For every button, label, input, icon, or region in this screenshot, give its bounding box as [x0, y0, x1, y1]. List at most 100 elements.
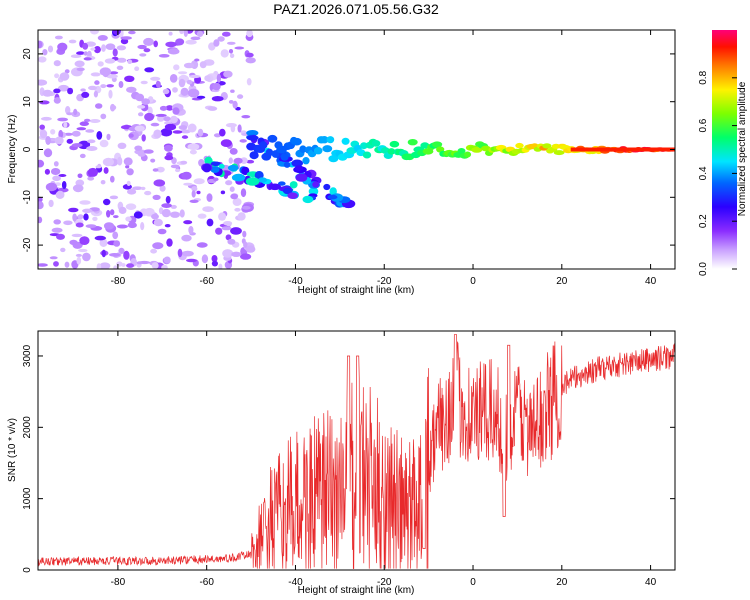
noise-cell-441: [151, 262, 159, 269]
noise-cell-434: [128, 30, 136, 35]
noise-cell-201: [172, 87, 178, 93]
branch-cell-589: [246, 135, 259, 141]
noise-cell-508: [39, 124, 45, 130]
noise-cell-176: [103, 198, 111, 206]
noise-cell-344: [106, 210, 111, 218]
noise-cell-278: [93, 46, 101, 54]
noise-cell-181: [48, 199, 54, 208]
noise-cell-31: [118, 247, 125, 254]
noise-cell-165: [140, 80, 148, 85]
noise-cell-164: [90, 72, 101, 77]
noise-cell-359: [180, 87, 189, 96]
noise-cell-491: [178, 125, 188, 130]
spectrogram-panel: -80 -60 -40 -20 0 20 40 -20 -10 0 10 20 Height of …: [7, 29, 676, 296]
noise-cell-116: [229, 53, 235, 59]
noise-cell-287: [60, 247, 66, 253]
noise-cell-318: [38, 201, 44, 210]
noise-cell-439: [170, 211, 180, 218]
noise-cell-61: [211, 255, 218, 263]
tone-cell-701: [553, 150, 565, 156]
noise-cell-465: [162, 88, 170, 95]
tone-cell-626: [326, 136, 335, 144]
snr-x-label: Height of straight line (km): [298, 585, 415, 596]
noise-cell-438: [63, 220, 73, 226]
branch-cell-595: [312, 181, 320, 188]
y-tick-label: 0: [22, 567, 33, 573]
noise-cell-417: [73, 108, 78, 116]
noise-cell-463: [75, 222, 84, 228]
noise-cell-485: [55, 190, 65, 199]
noise-cell-236: [109, 253, 121, 257]
noise-cell-167: [139, 53, 147, 57]
noise-cell-230: [58, 174, 67, 177]
tone-cell-646: [387, 148, 396, 155]
spectrogram-heatmap: [38, 30, 675, 269]
noise-cell-496: [196, 95, 206, 99]
noise-cell-506: [127, 222, 137, 229]
noise-cell-204: [97, 61, 104, 67]
noise-cell-315: [222, 31, 231, 37]
y-tick-label: 20: [22, 48, 33, 60]
noise-cell-366: [57, 42, 68, 52]
noise-cell-183: [106, 74, 118, 79]
tone-cell-637: [360, 142, 368, 150]
noise-cell-430: [152, 242, 164, 250]
noise-cell-198: [230, 89, 235, 93]
noise-cell-363: [50, 168, 61, 175]
noise-cell-98: [183, 62, 195, 69]
noise-cell-391: [212, 82, 221, 91]
noise-cell-218: [64, 69, 70, 74]
noise-cell-421: [110, 175, 115, 183]
noise-cell-336: [245, 245, 256, 253]
tone-cell-618: [302, 157, 310, 165]
noise-cell-308: [233, 157, 243, 164]
noise-cell-456: [120, 36, 132, 40]
branch-cell-546: [282, 187, 293, 195]
noise-cell-149: [68, 39, 77, 44]
branch-cell-566: [246, 130, 259, 136]
spectrogram-x-label: Height of straight line (km): [298, 285, 415, 296]
noise-cell-321: [187, 143, 200, 150]
tone-cell-638: [362, 151, 372, 159]
y-tick-label: 10: [22, 96, 33, 108]
noise-cell-263: [117, 57, 127, 63]
branch-cell-551: [202, 163, 212, 173]
noise-cell-50: [70, 54, 82, 58]
tone-cell-647: [389, 140, 400, 148]
noise-cell-245: [144, 190, 152, 196]
noise-cell-109: [53, 60, 61, 67]
noise-cell-160: [39, 129, 48, 139]
branch-cell-574: [323, 183, 331, 191]
noise-cell-420: [81, 91, 90, 98]
noise-cell-478: [144, 207, 155, 217]
noise-cell-42: [180, 129, 191, 134]
tone-cell-604: [259, 141, 268, 150]
noise-cell-515: [43, 148, 53, 158]
noise-cell-19: [178, 71, 188, 75]
tone-cell-644: [380, 147, 390, 154]
noise-cell-385: [186, 79, 193, 85]
noise-cell-266: [144, 112, 155, 122]
branch-cell-553: [231, 173, 246, 182]
tone-cell-606: [265, 148, 274, 157]
noise-cell-306: [104, 58, 116, 64]
noise-cell-487: [52, 175, 61, 182]
noise-cell-499: [51, 227, 63, 233]
noise-cell-429: [103, 222, 115, 230]
noise-cell-76: [125, 165, 130, 169]
noise-cell-83: [219, 128, 226, 137]
noise-cell-450: [183, 182, 193, 186]
noise-cell-297: [99, 238, 108, 247]
noise-cell-449: [96, 263, 102, 269]
tone-cell-697: [542, 143, 552, 149]
noise-cell-396: [196, 242, 208, 248]
noise-cell-269: [217, 36, 225, 42]
noise-cell-71: [246, 159, 255, 164]
noise-cell-127: [161, 203, 172, 209]
colorbar-tick-label: 0.4: [698, 166, 709, 180]
noise-cell-203: [106, 133, 111, 141]
branch-cell-541: [210, 166, 220, 174]
branch-cell-545: [254, 171, 264, 180]
noise-cell-107: [228, 100, 234, 104]
noise-cell-516: [151, 213, 159, 220]
